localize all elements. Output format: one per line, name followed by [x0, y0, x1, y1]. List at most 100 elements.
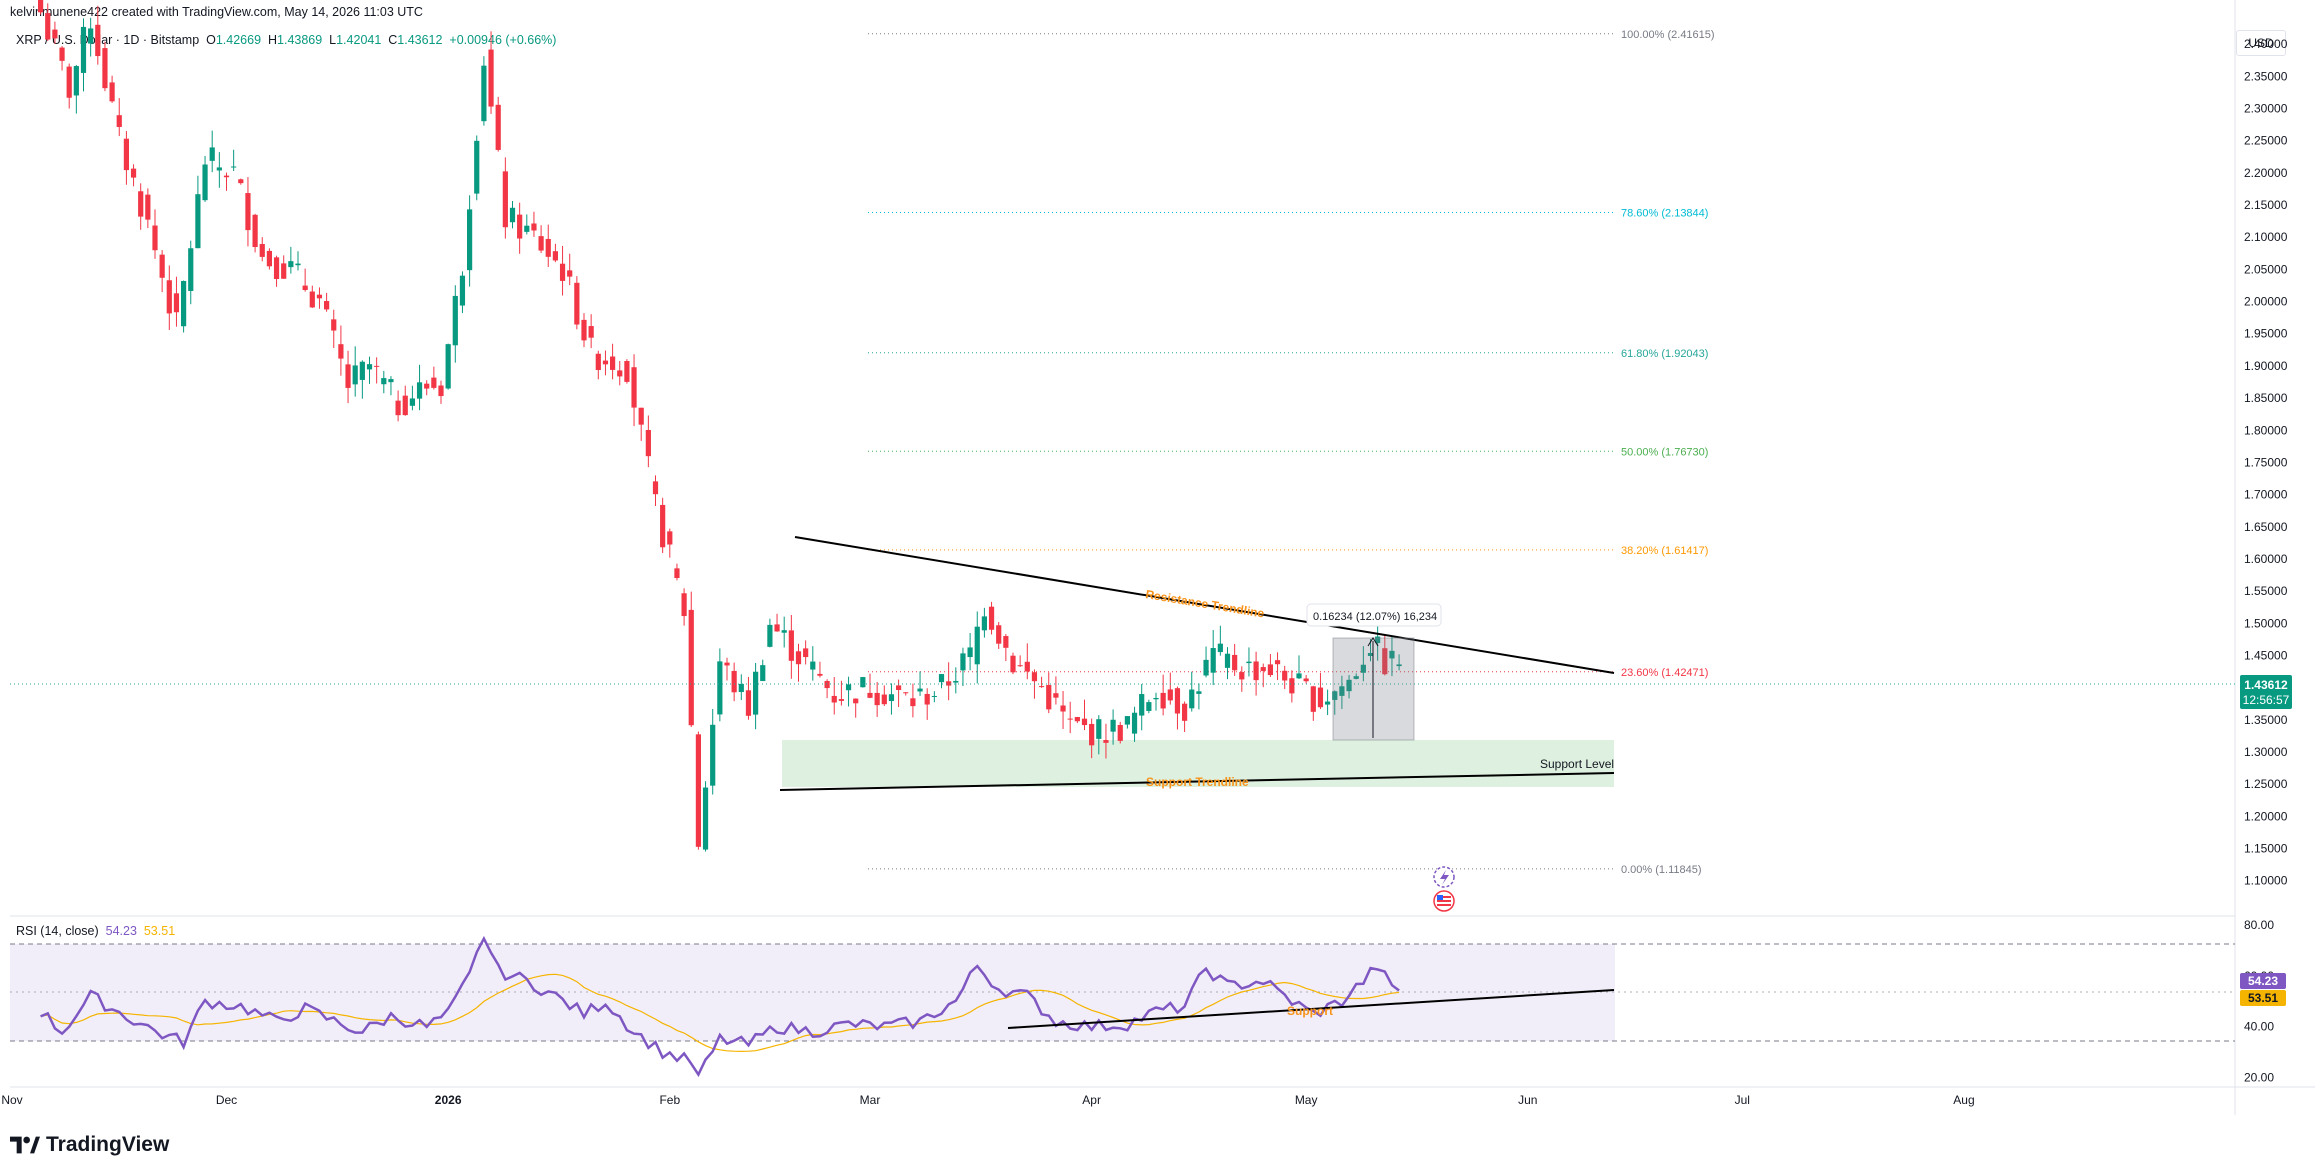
candle-body [531, 223, 537, 231]
resistance-trendline[interactable] [794, 536, 1615, 674]
candle-body [359, 361, 365, 380]
candle-body [116, 115, 122, 127]
candle-body [953, 680, 959, 683]
price-tick: 2.15000 [2244, 198, 2288, 212]
currency-button[interactable]: USD [2236, 30, 2286, 56]
candle-body [652, 481, 659, 495]
candle-body [245, 193, 251, 231]
lightning-icon[interactable] [1433, 866, 1455, 888]
candle-body [581, 319, 587, 341]
rsi-support-trendline[interactable] [1007, 989, 1615, 1029]
time-tick: May [1295, 1093, 1318, 1107]
candle-body [159, 254, 165, 278]
candle-body [488, 49, 494, 107]
candle-body [66, 66, 72, 98]
price-tick: 1.30000 [2244, 745, 2288, 759]
candle-body [409, 398, 415, 406]
candle-body [1003, 636, 1009, 648]
candle-body [867, 692, 873, 698]
open-value: 1.42669 [215, 33, 262, 47]
price-badge-countdown: 12:56:57 [2243, 693, 2290, 707]
rsi-value-badge [2240, 973, 2286, 989]
fib-level-label: 0.00% (1.11845) [1621, 864, 1702, 876]
us-flag-icon[interactable] [1433, 890, 1455, 912]
candle-body [1239, 672, 1245, 680]
candle-body [624, 361, 630, 382]
candle-body [1396, 664, 1402, 667]
price-tick: 2.40000 [2244, 37, 2288, 51]
candle-body [938, 674, 945, 683]
candle-body [216, 167, 222, 171]
candle-body [231, 166, 237, 168]
rsi-tick: 20.00 [2244, 1070, 2274, 1084]
symbol-legend: XRP / U.S. Dollar · 1D · Bitstamp O1.426… [16, 33, 556, 47]
candle-body [881, 694, 887, 705]
resistance-trendline-label: Resistance Trendline [1145, 587, 1266, 620]
candle-body [1046, 685, 1052, 710]
candle-body [817, 673, 823, 676]
price-axis[interactable]: 2.40000 2.35000 2.30000 2.25000 2.20000 2.150… [2244, 37, 2288, 888]
price-tick: 1.80000 [2244, 423, 2288, 437]
candle-body [45, 13, 51, 40]
price-badge[interactable] [2240, 675, 2292, 709]
candle-body [431, 377, 437, 388]
candle-body [1232, 654, 1238, 671]
fibonacci-retracement[interactable]: 100.00% (2.41615) 78.60% (2.13844) 61.80% … [868, 29, 1715, 876]
candle-body [273, 257, 280, 280]
price-tick: 1.70000 [2244, 488, 2288, 502]
candle-body [559, 263, 566, 281]
fib-level-label: 38.20% (1.61417) [1621, 545, 1708, 557]
time-tick: Apr [1082, 1093, 1101, 1107]
candle-body [181, 280, 187, 327]
candle-body [1382, 648, 1388, 675]
candle-body [674, 568, 680, 579]
candle-body [424, 383, 430, 389]
candle-body [1346, 679, 1352, 692]
fib-level-label: 50.00% (1.76730) [1621, 446, 1708, 458]
candle-body [538, 236, 544, 251]
candle-body [495, 104, 501, 150]
candle-body [767, 624, 773, 647]
candle-body [724, 662, 730, 666]
candle-body [1267, 664, 1273, 676]
candle-body [352, 365, 358, 385]
candle-body [681, 593, 687, 617]
support-trendline[interactable] [779, 772, 1615, 791]
candle-body [130, 168, 137, 178]
rsi-tick: 40.00 [2244, 1020, 2274, 1034]
price-tick: 1.50000 [2244, 616, 2288, 630]
candle-body [781, 630, 787, 633]
candle-body [80, 26, 87, 73]
candle-body [1010, 655, 1016, 673]
price-tick: 1.90000 [2244, 359, 2288, 373]
candle-body [1296, 673, 1302, 679]
candle-body [59, 47, 65, 61]
candle-body [288, 261, 294, 268]
price-tick: 2.20000 [2244, 166, 2288, 180]
candle-body [1339, 686, 1345, 696]
candle-body [1224, 653, 1231, 668]
close-value: 1.43612 [397, 33, 443, 47]
price-tick: 1.75000 [2244, 455, 2288, 469]
candle-body [1203, 659, 1209, 676]
time-tick: Nov [1, 1093, 22, 1107]
time-tick: 2026 [435, 1093, 462, 1107]
candle-body [281, 263, 287, 279]
support-zone[interactable] [782, 740, 1614, 787]
candle-body [803, 648, 809, 658]
candlestick-series [38, 0, 1402, 852]
candle-body [316, 294, 323, 299]
candle-body [502, 171, 508, 228]
symbol-name[interactable]: XRP / U.S. Dollar · 1D · Bitstamp [16, 33, 200, 47]
candle-body [1282, 670, 1288, 681]
candle-body [1182, 703, 1188, 721]
candle-body [52, 29, 58, 39]
candle-body [324, 301, 330, 310]
candle-body [1317, 687, 1324, 708]
rsi-title[interactable]: RSI (14, close) [16, 924, 99, 938]
measure-arrow-head [1367, 637, 1379, 647]
tradingview-logo[interactable]: TradingView [10, 1130, 169, 1160]
low-value: 1.42041 [336, 33, 382, 47]
time-axis[interactable]: Nov Dec 2026 Feb Mar Apr May Jun Jul Aug [1, 1093, 1974, 1107]
